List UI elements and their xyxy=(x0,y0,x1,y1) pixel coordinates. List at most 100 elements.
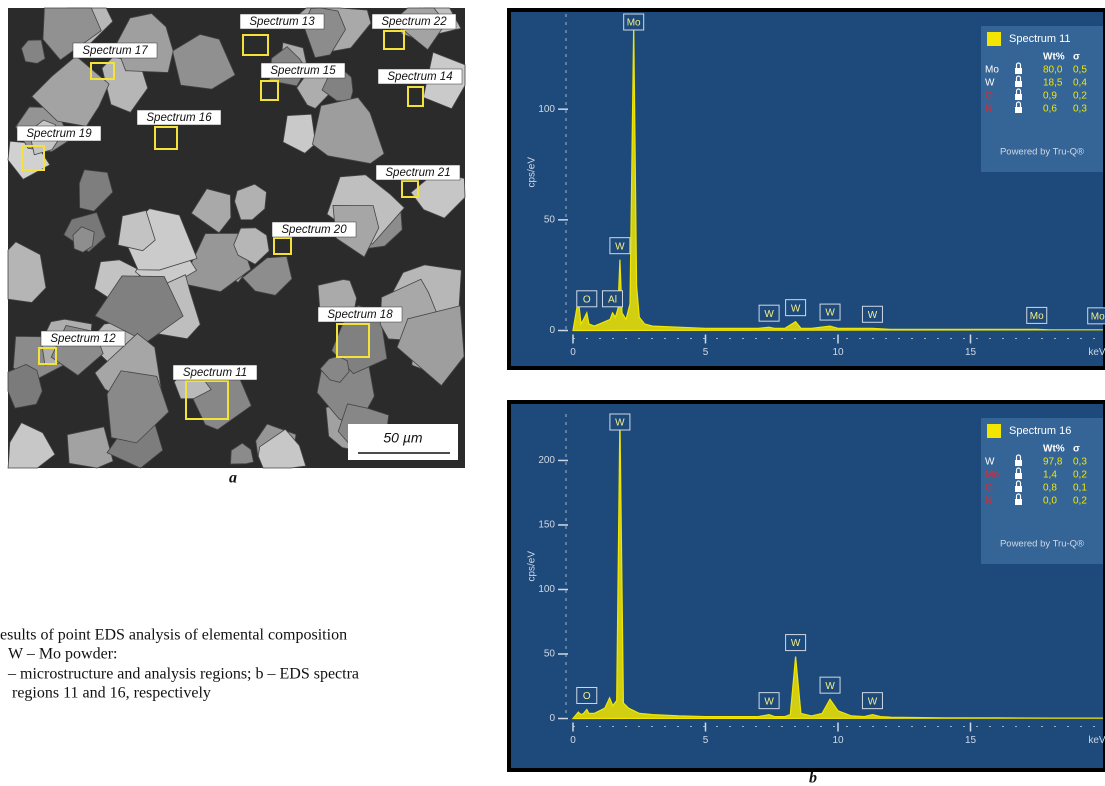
region-label: Spectrum 16 xyxy=(146,112,212,124)
x-tick-label: 10 xyxy=(832,735,844,746)
y-tick-label: 100 xyxy=(538,584,555,595)
peak-label: W xyxy=(764,696,774,707)
results-element: N xyxy=(985,496,992,507)
peak-label: O xyxy=(583,691,591,702)
peak-label: W xyxy=(868,310,878,321)
results-element: Mo xyxy=(985,470,999,481)
results-element: O xyxy=(985,91,993,102)
peak-label: W xyxy=(825,681,835,692)
results-value: 0,3 xyxy=(1073,104,1087,115)
legend-entry: Spectrum 11 xyxy=(1009,33,1071,45)
lock-icon xyxy=(1015,94,1022,100)
peak-label: Al xyxy=(608,294,617,305)
results-column: σ xyxy=(1073,444,1080,455)
x-tick-label: 15 xyxy=(965,735,977,746)
region-label: Spectrum 21 xyxy=(385,167,450,179)
legend-entry: Spectrum 16 xyxy=(1009,425,1071,437)
y-tick-label: 200 xyxy=(538,455,555,466)
results-footer: Powered by Tru-Q® xyxy=(1000,147,1084,158)
results-value: 0,2 xyxy=(1073,470,1087,481)
peak-label: W xyxy=(791,638,801,649)
y-tick-label: 100 xyxy=(538,104,555,115)
caption-line: W – Mo powder: xyxy=(8,646,117,663)
x-axis-label: keV xyxy=(1088,347,1105,358)
y-axis-label: cps/eV xyxy=(527,551,538,582)
results-value: 0,4 xyxy=(1073,78,1087,89)
region-label: Spectrum 18 xyxy=(327,309,393,321)
results-value: 0,5 xyxy=(1073,65,1087,76)
caption-line: esults of point EDS analysis of elementa… xyxy=(0,627,347,644)
region-label: Spectrum 14 xyxy=(387,71,452,83)
results-element: W xyxy=(985,457,995,468)
lock-icon xyxy=(1015,499,1022,505)
y-tick-label: 50 xyxy=(544,214,556,225)
y-tick-label: 150 xyxy=(538,520,555,531)
region-label: Spectrum 11 xyxy=(183,367,247,379)
results-value: 0,3 xyxy=(1073,457,1087,468)
particle xyxy=(8,364,42,408)
region-label: Spectrum 13 xyxy=(249,16,315,28)
results-value: 0,8 xyxy=(1043,483,1057,494)
results-footer: Powered by Tru-Q® xyxy=(1000,539,1084,550)
peak-label: O xyxy=(583,294,591,305)
peak-label: Mo xyxy=(1030,311,1044,322)
peak-label: W xyxy=(764,309,774,320)
results-value: 0,2 xyxy=(1073,496,1087,507)
results-value: 80,0 xyxy=(1043,65,1063,76)
y-tick-label: 0 xyxy=(549,713,555,724)
lock-icon xyxy=(1015,81,1022,87)
scale-bar-label: 50 µm xyxy=(383,430,423,446)
x-tick-label: 0 xyxy=(570,735,576,746)
results-value: 0,0 xyxy=(1043,496,1057,507)
x-tick-label: 0 xyxy=(570,347,576,358)
results-element: W xyxy=(985,78,995,89)
x-tick-label: 5 xyxy=(703,735,709,746)
results-value: 0,1 xyxy=(1073,483,1087,494)
particle xyxy=(21,40,45,63)
caption-line: – microstructure and analysis regions; b… xyxy=(7,666,359,683)
y-axis-label: cps/eV xyxy=(527,157,538,188)
caption-line: regions 11 and 16, respectively xyxy=(12,685,211,702)
results-value: 97,8 xyxy=(1043,457,1063,468)
peak-label: W xyxy=(791,303,801,314)
x-axis-label: keV xyxy=(1088,735,1105,746)
lock-icon xyxy=(1015,473,1022,479)
lock-icon xyxy=(1015,486,1022,492)
lock-icon xyxy=(1015,460,1022,466)
region-label: Spectrum 22 xyxy=(381,16,447,28)
peak-label: Mo xyxy=(1091,311,1105,322)
peak-label: W xyxy=(868,696,878,707)
results-element: N xyxy=(985,104,992,115)
lock-icon xyxy=(1015,68,1022,74)
x-tick-label: 10 xyxy=(832,347,844,358)
results-value: 0,6 xyxy=(1043,104,1057,115)
results-column: Wt% xyxy=(1043,444,1065,455)
x-tick-label: 15 xyxy=(965,347,977,358)
figure: a esults of point EDS analysis of elemen… xyxy=(0,0,1105,786)
results-value: 0,2 xyxy=(1073,91,1087,102)
region-label: Spectrum 19 xyxy=(26,128,92,140)
peak-label: Mo xyxy=(627,18,641,29)
legend-swatch xyxy=(987,424,1001,438)
results-value: 1,4 xyxy=(1043,470,1057,481)
results-value: 18,5 xyxy=(1043,78,1063,89)
y-tick-label: 50 xyxy=(544,649,556,660)
results-column: Wt% xyxy=(1043,52,1065,63)
results-element: Mo xyxy=(985,65,999,76)
peak-label: W xyxy=(825,308,835,319)
peak-label: W xyxy=(615,418,625,429)
results-element: O xyxy=(985,483,993,494)
x-tick-label: 5 xyxy=(703,347,709,358)
region-label: Spectrum 15 xyxy=(270,65,336,77)
panel-label: a xyxy=(229,470,237,487)
region-label: Spectrum 17 xyxy=(82,45,148,57)
y-tick-label: 0 xyxy=(549,325,555,336)
peak-label: W xyxy=(615,241,625,252)
results-value: 0,9 xyxy=(1043,91,1057,102)
results-column: σ xyxy=(1073,52,1080,63)
region-label: Spectrum 20 xyxy=(281,224,347,236)
region-label: Spectrum 12 xyxy=(50,333,116,345)
panel-label: b xyxy=(809,770,817,786)
lock-icon xyxy=(1015,107,1022,113)
legend-swatch xyxy=(987,32,1001,46)
